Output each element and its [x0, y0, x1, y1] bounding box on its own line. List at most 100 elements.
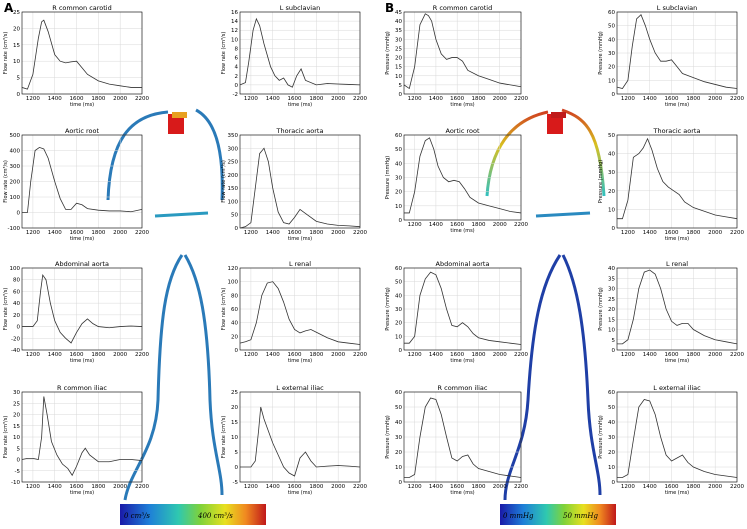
y-axis-label: Flow rate (cm³/s)	[221, 160, 227, 203]
vessel-leg-left	[561, 254, 602, 496]
colorbar-flow-gradient	[120, 504, 266, 525]
x-tick-label: 2200	[730, 484, 744, 490]
y-tick-label: 30	[395, 37, 402, 43]
x-tick-label: 2200	[730, 230, 744, 236]
y-axis-label: Flow rate (cm³/s)	[3, 32, 9, 75]
x-tick-label: 1400	[643, 352, 657, 358]
x-tick-label: 1200	[408, 96, 422, 102]
y-tick-label: 50	[395, 147, 402, 153]
y-tick-label: 10	[13, 59, 20, 65]
chart-b-thoracic-aorta: 1200 1400 1600 1800 2000 2200 0 10 20 30 40 50 Thora…	[598, 127, 744, 242]
x-tick-label: 1800	[686, 230, 700, 236]
y-axis-label: Pressure (mmHg)	[598, 415, 604, 459]
y-tick-label: 50	[231, 213, 238, 219]
y-tick-label: 30	[395, 435, 402, 441]
y-tick-label: 250	[228, 160, 239, 166]
x-axis-label: time (ms)	[288, 102, 312, 108]
y-tick-label: 30	[395, 307, 402, 313]
series-line	[617, 137, 738, 220]
x-tick-label: 1400	[643, 230, 657, 236]
chart-title: R common carotid	[433, 4, 493, 12]
y-tick-label: -5	[233, 480, 239, 486]
x-tick-label: 1800	[686, 96, 700, 102]
chart-title: Thoracic aorta	[653, 127, 701, 135]
x-axis-label: time (ms)	[70, 490, 94, 496]
y-tick-label: 30	[608, 435, 615, 441]
x-axis-label: time (ms)	[665, 358, 689, 364]
y-axis-label: Pressure (mmHg)	[385, 415, 391, 459]
x-axis-label: time (ms)	[665, 490, 689, 496]
x-tick-label: 1800	[471, 352, 485, 358]
x-tick-label: 1800	[471, 96, 485, 102]
chart-b-r-common-carotid: 1200 1400 1600 1800 2000 2200 0 5 10 15 20 25 30 35 40…	[385, 4, 528, 108]
series-line	[21, 19, 142, 90]
chart-title: L subclavian	[657, 4, 697, 12]
x-tick-label: 2200	[514, 222, 528, 228]
x-tick-label: 1400	[48, 96, 62, 102]
y-tick-label: 50	[395, 280, 402, 286]
y-tick-label: 10	[395, 334, 402, 340]
y-tick-label: 40	[608, 37, 615, 43]
chart-title: R common iliac	[57, 384, 107, 392]
x-tick-label: 2200	[514, 96, 528, 102]
x-tick-label: 1400	[266, 96, 280, 102]
x-tick-label: 2000	[708, 352, 722, 358]
y-tick-label: 0	[17, 458, 21, 464]
y-tick-label: 2	[235, 74, 239, 80]
panel-letter-a: A	[4, 1, 14, 15]
y-tick-label: 60	[395, 133, 402, 139]
vessel-r-arm	[106, 110, 169, 201]
y-tick-label: 10	[608, 207, 615, 213]
y-axis-label: Pressure (mmHg)	[385, 31, 391, 75]
x-tick-label: 1400	[48, 352, 62, 358]
y-tick-label: 6	[235, 56, 239, 62]
chart-a-aortic-root: 1200 1400 1600 1800 2000 2200 -100 0 100 200 300 40…	[3, 127, 149, 242]
x-tick-label: 1400	[643, 484, 657, 490]
y-tick-label: 80	[13, 278, 20, 284]
y-tick-label: -20	[11, 336, 20, 342]
series-line	[239, 147, 361, 229]
x-tick-label: 1200	[408, 352, 422, 358]
y-tick-label: 35	[608, 276, 615, 282]
y-tick-label: 15	[395, 65, 402, 71]
chart-a-r-common-carotid: 1200 1400 1600 1800 2000 2200 0 5 10 15 20 25 R comm…	[3, 4, 149, 108]
y-tick-label: 40	[608, 420, 615, 426]
x-tick-label: 2200	[135, 96, 149, 102]
y-tick-label: 350	[228, 133, 239, 139]
y-axis-label: Flow rate (cm³/s)	[221, 32, 227, 75]
x-tick-label: 1200	[621, 96, 635, 102]
x-tick-label: 2000	[331, 230, 345, 236]
y-tick-label: 5	[612, 338, 616, 344]
chart-a-l-renal: 1200 1400 1600 1800 2000 2200 0 20 40 60 80 100 120 L…	[221, 260, 367, 364]
series-line	[22, 273, 143, 344]
series-line	[22, 146, 143, 213]
y-tick-label: 4	[235, 65, 239, 71]
series-line	[239, 17, 361, 88]
y-tick-label: 0	[399, 218, 403, 224]
plot-frame	[403, 11, 522, 95]
series-line	[616, 14, 738, 89]
y-axis-label: Flow rate (cm³/s)	[3, 160, 9, 203]
x-axis-label: time (ms)	[288, 490, 312, 496]
series-line	[404, 137, 522, 214]
x-tick-label: 2000	[708, 96, 722, 102]
x-axis-label: time (ms)	[450, 490, 474, 496]
y-tick-label: 15	[13, 424, 20, 430]
y-tick-label: 20	[608, 65, 615, 71]
colorbar-flow-high-label: 400 cm³/s	[197, 512, 233, 520]
x-tick-label: 1200	[244, 352, 258, 358]
x-tick-label: 1800	[686, 484, 700, 490]
x-tick-label: 2200	[514, 484, 528, 490]
plot-frame	[21, 11, 143, 95]
x-tick-label: 1200	[26, 484, 40, 490]
chart-b-l-subclavian: 1200 1400 1600 1800 2000 2200 0 10 20 30 40 50 60 L s…	[598, 4, 744, 108]
y-tick-label: -10	[11, 480, 20, 486]
y-tick-label: 150	[228, 186, 239, 192]
x-tick-label: 1600	[70, 484, 84, 490]
y-tick-label: 100	[10, 195, 21, 201]
x-tick-label: 1200	[26, 352, 40, 358]
x-tick-label: 2200	[353, 230, 367, 236]
y-tick-label: 5	[17, 446, 21, 452]
x-tick-label: 1600	[450, 352, 464, 358]
